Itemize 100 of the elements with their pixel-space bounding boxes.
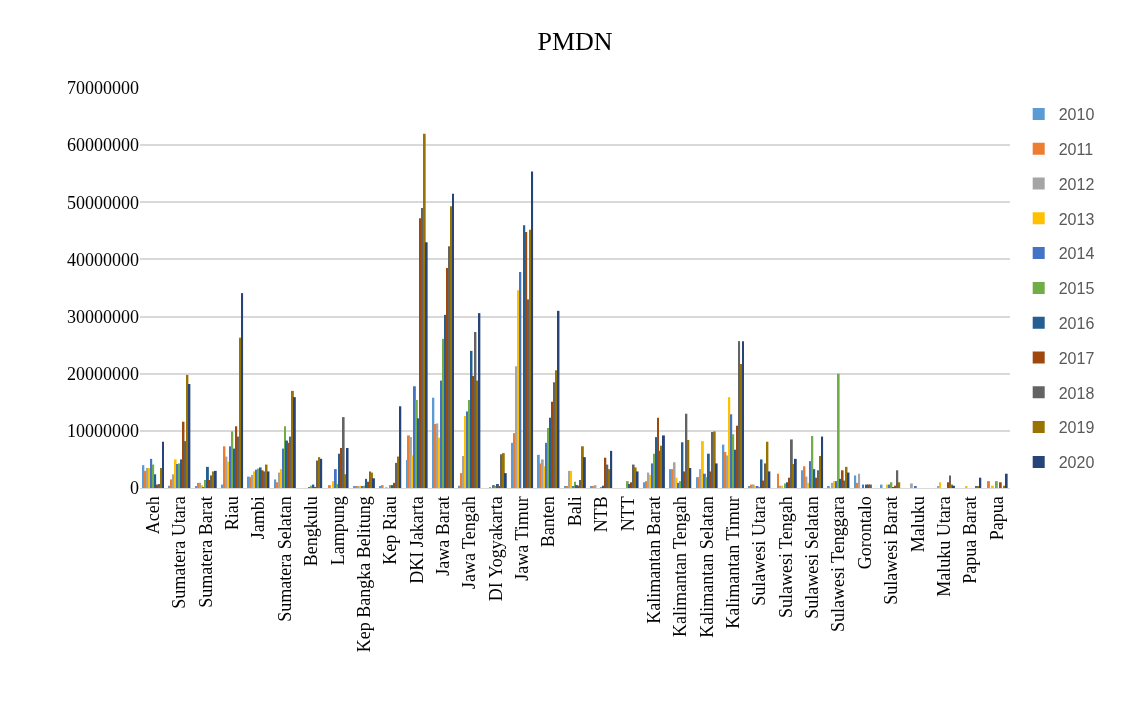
bar: [910, 483, 913, 488]
bar: [701, 441, 704, 488]
bar: [995, 481, 998, 488]
x-tick-label: Sulawesi Barat: [881, 496, 902, 605]
x-tick-label: Kalimantan Selatan: [696, 496, 717, 638]
x-tick-label: Jambi: [248, 496, 269, 540]
x-tick-label: Papua Barat: [960, 496, 981, 584]
bar: [728, 397, 731, 488]
bar: [880, 484, 883, 488]
bar: [372, 478, 375, 488]
bar: [856, 482, 859, 488]
bar: [1005, 473, 1008, 488]
chart-title: PMDN: [537, 27, 613, 57]
x-tick-label: Lampung: [327, 496, 348, 566]
legend-label: 2015: [1058, 280, 1095, 298]
bar: [947, 482, 949, 488]
bar: [999, 482, 1002, 488]
y-tick-label: 30000000: [67, 306, 139, 327]
bar: [328, 485, 331, 488]
legend-label: 2020: [1058, 454, 1095, 472]
bar: [896, 470, 899, 488]
x-tick-label: Riau: [222, 496, 243, 531]
bar: [150, 458, 153, 488]
bar: [237, 436, 240, 488]
bar: [282, 448, 285, 488]
legend-label: 2010: [1058, 106, 1095, 124]
legend-label: 2019: [1058, 419, 1095, 437]
bar: [235, 426, 238, 488]
legend-label: 2014: [1058, 245, 1095, 263]
x-tick-label: Sumatera Utara: [169, 496, 190, 609]
bar: [675, 477, 678, 488]
bar: [450, 206, 453, 488]
bar: [841, 470, 844, 488]
y-tick-label: 10000000: [67, 421, 139, 442]
bar: [531, 171, 534, 488]
bar: [987, 481, 990, 488]
x-tick-label: DKI Jakarta: [406, 496, 427, 584]
bar: [346, 448, 349, 488]
y-tick-label: 0: [130, 478, 139, 499]
bar: [444, 314, 447, 488]
bar: [608, 469, 611, 488]
bar: [440, 380, 443, 488]
bar: [653, 453, 656, 488]
bar: [734, 449, 737, 488]
bar: [673, 462, 676, 488]
legend-label: 2013: [1058, 210, 1095, 228]
bar: [740, 364, 743, 488]
x-tick-label: Bengkulu: [301, 496, 322, 567]
x-tick-label: Sumatera Selatan: [274, 496, 295, 622]
bar: [583, 457, 586, 488]
x-tick-label: Sulawesi Tengah: [775, 496, 796, 619]
legend-label: 2018: [1058, 384, 1095, 402]
bar: [452, 193, 454, 488]
bar: [655, 437, 658, 488]
x-tick-label: Jawa Timur: [512, 496, 533, 581]
bar: [854, 475, 857, 488]
x-tick-label: Gorontalo: [854, 496, 875, 570]
bar: [732, 434, 735, 488]
bar: [790, 439, 793, 488]
x-tick-label: Maluku: [907, 496, 928, 553]
bar: [813, 469, 816, 488]
bar: [730, 414, 733, 488]
bar: [636, 471, 639, 488]
x-tick-label: Sumatera Barat: [195, 496, 216, 608]
bar: [523, 225, 526, 488]
x-tick-label: Sulawesi Utara: [749, 496, 770, 606]
bar: [651, 463, 654, 488]
x-tick-label: NTB: [591, 496, 612, 533]
bar: [154, 474, 157, 488]
bar: [529, 229, 532, 488]
bar: [342, 417, 345, 488]
bar: [898, 482, 901, 488]
x-tick-label: Banten: [538, 496, 559, 548]
legend-label: 2017: [1058, 349, 1095, 367]
legend-label: 2012: [1058, 175, 1095, 193]
bar: [525, 232, 528, 488]
bar: [817, 470, 820, 488]
x-tick-label: Jawa Barat: [433, 496, 454, 576]
legend-label: 2011: [1058, 140, 1094, 158]
x-tick-label: Maluku Utara: [933, 496, 954, 597]
bar: [442, 338, 445, 488]
x-tick-label: Kalimantan Tengah: [670, 496, 691, 638]
bar: [837, 373, 840, 488]
bar: [939, 482, 942, 488]
bar: [610, 450, 613, 488]
bar: [293, 397, 296, 488]
bar: [821, 436, 824, 488]
x-tick-label: NTT: [617, 496, 638, 532]
bar: [239, 337, 242, 488]
bar: [334, 469, 337, 488]
bar: [657, 417, 659, 488]
bar: [662, 435, 665, 488]
bar: [858, 473, 861, 488]
bar: [160, 468, 163, 488]
bar: [504, 473, 507, 488]
x-tick-label: Kalimantan Barat: [643, 496, 664, 624]
x-tick-label: Kalimantan Timur: [723, 496, 744, 629]
x-tick-label: Sulawesi Tenggara: [828, 496, 849, 633]
x-tick-label: Jawa Tengah: [459, 496, 480, 590]
bar: [425, 242, 428, 488]
